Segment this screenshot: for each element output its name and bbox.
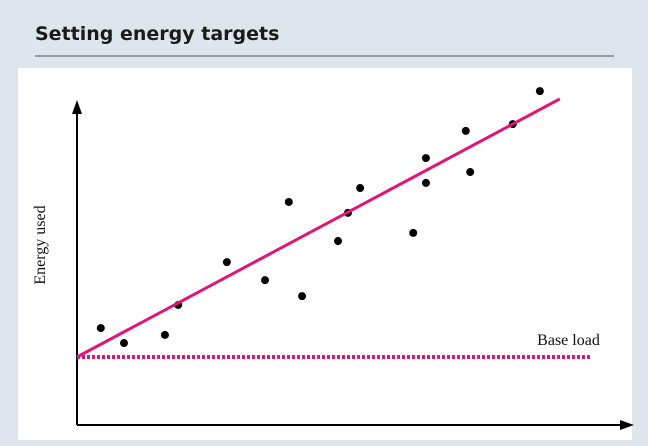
point xyxy=(96,324,105,333)
line-label: Base load xyxy=(537,332,600,349)
y-axis-label: Energy used xyxy=(32,205,49,284)
trend-line xyxy=(76,97,561,359)
point xyxy=(409,228,418,237)
y-axis-arrow xyxy=(72,100,82,114)
point xyxy=(356,184,365,193)
point xyxy=(421,154,430,163)
x-axis-arrow xyxy=(620,420,634,430)
point xyxy=(461,126,470,135)
point xyxy=(535,87,544,96)
point xyxy=(120,339,129,348)
chart-title: Setting energy targets xyxy=(35,23,279,45)
point xyxy=(421,178,430,187)
point xyxy=(284,197,293,206)
point xyxy=(466,168,475,177)
point xyxy=(222,258,231,267)
point xyxy=(160,330,169,339)
plot-panel xyxy=(18,68,632,440)
point xyxy=(334,237,343,246)
point xyxy=(298,292,307,301)
point xyxy=(261,276,270,285)
